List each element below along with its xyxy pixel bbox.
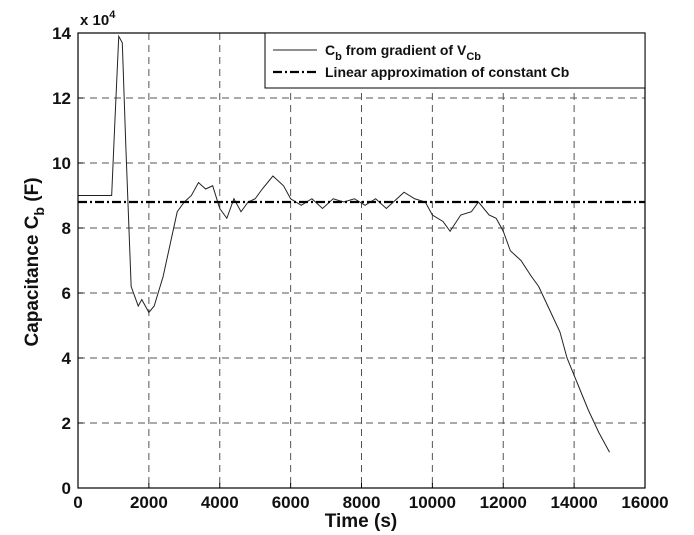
- multiplier-exponent: 4: [109, 9, 116, 21]
- legend-label-part: C: [325, 42, 335, 58]
- y-label-part: Capacitance C: [22, 215, 43, 346]
- y-axis-label: Capacitance Cb (F): [22, 177, 47, 346]
- y-tick-label: 8: [62, 219, 71, 238]
- series-line: [78, 34, 611, 453]
- legend-label: Cb from gradient of VCb: [325, 42, 481, 63]
- y-tick-label: 14: [52, 24, 71, 43]
- legend-box: [264, 32, 646, 89]
- x-tick-label: 14000: [550, 493, 597, 512]
- legend-label: Linear approximation of constant Cb: [325, 64, 569, 80]
- legend-label-part: Linear approximation of constant Cb: [325, 64, 569, 80]
- legend-label-part: from gradient of V: [342, 42, 467, 58]
- x-tick-label: 4000: [201, 493, 239, 512]
- y-tick-label: 6: [62, 284, 71, 303]
- x-tick-label: 0: [73, 493, 82, 512]
- legend-label-sub: b: [335, 51, 342, 63]
- y-label-part: (F): [22, 177, 43, 207]
- y-label-sub: b: [31, 207, 47, 216]
- y-multiplier: x 104: [80, 9, 116, 29]
- legend-label-sub: Cb: [466, 51, 481, 63]
- y-tick-label: 0: [62, 479, 71, 498]
- x-tick-label: 12000: [480, 493, 527, 512]
- x-axis-label: Time (s): [325, 511, 398, 532]
- y-tick-label: 10: [52, 154, 71, 173]
- y-tick-label: 12: [52, 89, 71, 108]
- x-tick-label: 6000: [272, 493, 310, 512]
- y-tick-label: 2: [62, 414, 71, 433]
- y-tick-label: 4: [62, 349, 72, 368]
- x-tick-label: 16000: [621, 493, 668, 512]
- multiplier-base: x 10: [80, 12, 109, 29]
- x-tick-label: 8000: [343, 493, 381, 512]
- x-tick-label: 10000: [409, 493, 456, 512]
- x-tick-label: 2000: [130, 493, 168, 512]
